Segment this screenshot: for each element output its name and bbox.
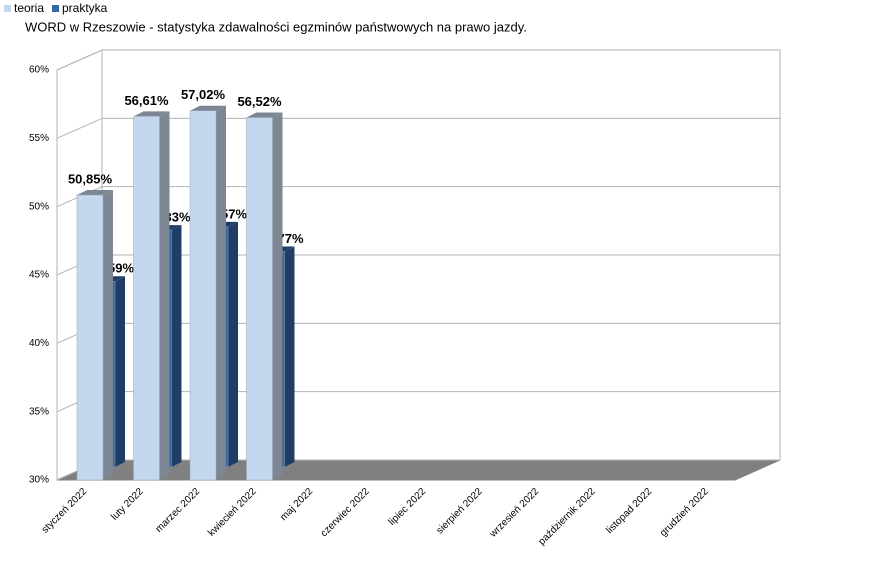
bar-side <box>103 190 113 481</box>
legend-swatch <box>4 5 11 12</box>
value-label: 56,52% <box>237 94 282 109</box>
x-tick-label: maj 2022 <box>278 486 315 523</box>
grid-line <box>56 186 780 208</box>
bar <box>246 117 273 481</box>
x-tick-label: marzec 2022 <box>154 486 203 535</box>
x-tick-label: październik 2022 <box>536 486 598 548</box>
bar-top <box>190 105 226 111</box>
grid-line <box>56 117 780 139</box>
bar-side <box>284 246 295 467</box>
x-tick-label: grudzień 2022 <box>658 486 711 539</box>
bar-top <box>77 190 113 196</box>
x-tick-label: czerwiec 2022 <box>319 486 372 539</box>
x-tick-label: luty 2022 <box>109 486 146 523</box>
legend-label: praktyka <box>62 1 108 15</box>
legend-label: teoria <box>14 1 44 15</box>
bar <box>133 116 160 481</box>
x-tick-label: lipiec 2022 <box>387 486 429 528</box>
y-tick-label: 55% <box>29 133 49 144</box>
grid-line <box>56 49 780 71</box>
y-tick-label: 40% <box>29 338 49 349</box>
bar-side <box>228 221 238 467</box>
legend-swatch <box>52 5 59 12</box>
y-tick-label: 50% <box>29 201 49 212</box>
x-tick-label: styczeń 2022 <box>40 486 90 536</box>
chart-title: WORD w Rzeszowie - statystyka zdawalnośc… <box>25 19 527 34</box>
value-label: 50,85% <box>68 171 113 186</box>
y-tick-label: 35% <box>29 406 49 417</box>
bar-side <box>216 105 226 480</box>
y-tick-label: 45% <box>29 270 49 281</box>
bar-top <box>246 112 283 118</box>
bar-side <box>159 111 170 480</box>
bar-side <box>115 276 125 467</box>
bar-top <box>133 111 170 117</box>
bar <box>189 110 217 481</box>
bar <box>76 194 104 481</box>
bar-side <box>171 225 182 467</box>
bar-side <box>272 112 283 480</box>
x-tick-label: listopad 2022 <box>604 486 654 536</box>
value-label: 57,02% <box>181 87 226 102</box>
y-tick-label: 60% <box>29 65 49 76</box>
x-tick-label: wrzesień 2022 <box>487 486 541 540</box>
x-tick-label: kwiecień 2022 <box>206 486 259 539</box>
x-tick-label: sierpień 2022 <box>435 486 486 537</box>
y-tick-label: 30% <box>29 475 49 486</box>
value-label: 56,61% <box>124 93 169 108</box>
